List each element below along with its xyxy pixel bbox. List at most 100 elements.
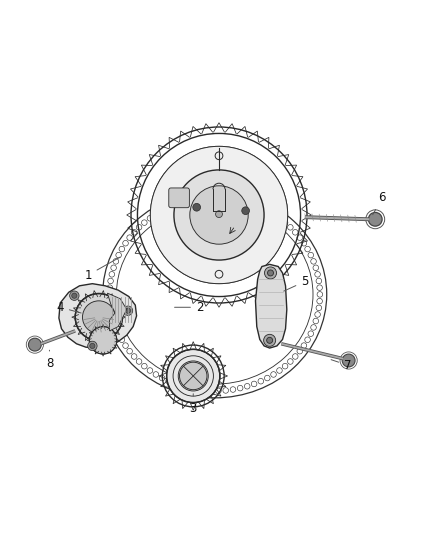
Circle shape bbox=[187, 198, 192, 204]
Circle shape bbox=[313, 318, 318, 324]
Circle shape bbox=[88, 341, 97, 351]
Circle shape bbox=[108, 305, 113, 311]
Circle shape bbox=[201, 196, 206, 201]
Circle shape bbox=[75, 294, 122, 341]
Text: 8: 8 bbox=[46, 350, 53, 369]
Circle shape bbox=[230, 387, 236, 392]
Circle shape bbox=[194, 197, 199, 202]
Circle shape bbox=[251, 381, 257, 387]
Circle shape bbox=[282, 220, 288, 225]
Text: 6: 6 bbox=[373, 191, 386, 215]
Circle shape bbox=[308, 331, 314, 336]
Polygon shape bbox=[107, 293, 127, 331]
Circle shape bbox=[315, 312, 320, 317]
Circle shape bbox=[108, 278, 113, 284]
Circle shape bbox=[305, 337, 311, 343]
Circle shape bbox=[288, 359, 293, 364]
Text: 3: 3 bbox=[190, 394, 197, 415]
Circle shape bbox=[178, 361, 208, 391]
Circle shape bbox=[107, 285, 113, 290]
Circle shape bbox=[282, 364, 288, 369]
Text: 7: 7 bbox=[331, 359, 352, 372]
Circle shape bbox=[308, 252, 314, 258]
Circle shape bbox=[125, 308, 131, 313]
Circle shape bbox=[264, 334, 276, 346]
Circle shape bbox=[180, 200, 185, 205]
Circle shape bbox=[119, 337, 125, 343]
Circle shape bbox=[153, 372, 159, 377]
Circle shape bbox=[317, 292, 323, 297]
Circle shape bbox=[127, 235, 132, 240]
Circle shape bbox=[316, 278, 321, 284]
Circle shape bbox=[72, 293, 77, 298]
Circle shape bbox=[277, 215, 282, 221]
Circle shape bbox=[123, 343, 128, 349]
Circle shape bbox=[28, 338, 41, 351]
Circle shape bbox=[194, 387, 199, 392]
Circle shape bbox=[223, 196, 229, 201]
Circle shape bbox=[123, 306, 133, 316]
Circle shape bbox=[215, 195, 221, 200]
Circle shape bbox=[89, 327, 117, 354]
Circle shape bbox=[293, 354, 298, 359]
Circle shape bbox=[70, 291, 79, 301]
Circle shape bbox=[111, 318, 117, 324]
Circle shape bbox=[313, 265, 318, 271]
Circle shape bbox=[116, 252, 121, 258]
Circle shape bbox=[223, 387, 229, 393]
Circle shape bbox=[317, 298, 322, 304]
Circle shape bbox=[111, 265, 117, 271]
Text: 4: 4 bbox=[57, 301, 81, 314]
Circle shape bbox=[268, 270, 273, 276]
Circle shape bbox=[159, 208, 165, 214]
Circle shape bbox=[141, 364, 147, 369]
Circle shape bbox=[190, 186, 248, 244]
FancyBboxPatch shape bbox=[169, 188, 189, 208]
Circle shape bbox=[136, 359, 142, 364]
Circle shape bbox=[316, 305, 321, 311]
Circle shape bbox=[305, 246, 311, 252]
Text: 2: 2 bbox=[175, 301, 203, 314]
Circle shape bbox=[311, 325, 316, 330]
Circle shape bbox=[208, 388, 214, 394]
Circle shape bbox=[119, 246, 125, 252]
Circle shape bbox=[237, 385, 243, 391]
Circle shape bbox=[187, 385, 192, 391]
Circle shape bbox=[113, 325, 119, 330]
Circle shape bbox=[301, 343, 307, 349]
Circle shape bbox=[293, 230, 298, 235]
Circle shape bbox=[301, 240, 307, 246]
Circle shape bbox=[116, 331, 121, 336]
Circle shape bbox=[317, 285, 322, 290]
Circle shape bbox=[180, 383, 185, 389]
Circle shape bbox=[131, 230, 137, 235]
Circle shape bbox=[297, 349, 303, 354]
Circle shape bbox=[251, 202, 257, 208]
Circle shape bbox=[277, 368, 282, 373]
Circle shape bbox=[244, 383, 250, 389]
Circle shape bbox=[150, 147, 288, 284]
Circle shape bbox=[166, 205, 171, 211]
Polygon shape bbox=[59, 284, 137, 348]
Circle shape bbox=[127, 349, 132, 354]
Circle shape bbox=[113, 259, 119, 264]
Text: 1: 1 bbox=[85, 257, 120, 281]
Circle shape bbox=[131, 354, 137, 359]
Circle shape bbox=[271, 212, 276, 217]
Circle shape bbox=[342, 354, 355, 367]
Circle shape bbox=[258, 378, 264, 384]
Circle shape bbox=[265, 267, 276, 279]
Circle shape bbox=[193, 204, 201, 211]
Circle shape bbox=[242, 207, 250, 215]
Circle shape bbox=[180, 362, 207, 390]
Circle shape bbox=[237, 198, 243, 204]
Circle shape bbox=[173, 202, 178, 208]
Circle shape bbox=[267, 337, 272, 343]
Text: 5: 5 bbox=[284, 275, 308, 291]
Circle shape bbox=[265, 375, 270, 381]
Circle shape bbox=[258, 205, 264, 211]
Circle shape bbox=[159, 375, 165, 381]
Circle shape bbox=[166, 378, 171, 384]
Circle shape bbox=[141, 220, 147, 225]
Circle shape bbox=[136, 224, 142, 230]
